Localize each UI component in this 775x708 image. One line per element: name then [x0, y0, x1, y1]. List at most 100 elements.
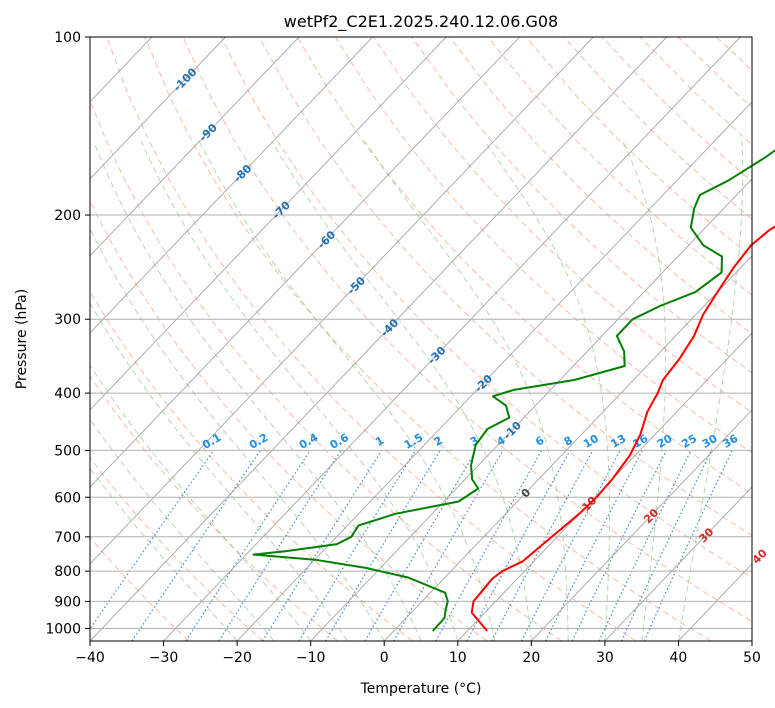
x-tick-label: 50 — [743, 650, 761, 666]
y-tick-label: 400 — [54, 386, 81, 402]
mixing-ratio-line — [131, 450, 261, 641]
dry-adiabat-line — [411, 37, 752, 374]
mixing-ratio-line — [466, 450, 571, 641]
isotherm-label: -100 — [171, 65, 200, 94]
x-axis-label: Temperature (°C) — [360, 681, 482, 697]
isotherm-label: 40 — [750, 546, 770, 566]
dry-adiabat-line — [334, 37, 752, 454]
x-tick-label: −10 — [296, 650, 326, 666]
mixing-ratio-line — [571, 450, 667, 641]
y-axis-label: Pressure (hPa) — [14, 289, 30, 389]
x-tick-label: −30 — [149, 650, 179, 666]
isotherm-line — [457, 332, 752, 641]
dry-adiabat-line — [220, 37, 752, 579]
chart-title: wetPf2_C2E1.2025.240.12.06.G08 — [284, 12, 558, 32]
isotherm-line — [90, 37, 447, 411]
isotherm-line — [383, 255, 752, 641]
temperature-profile-line — [470, 225, 775, 632]
mixing-ratio-label: 36 — [721, 432, 741, 451]
y-tick-label: 1000 — [45, 621, 81, 637]
y-tick-label: 900 — [54, 594, 81, 610]
isotherm-line — [90, 37, 521, 488]
isotherm-line — [236, 101, 752, 641]
gridlines — [90, 36, 752, 629]
mixing-ratio-label: 30 — [700, 432, 720, 451]
y-tick-label: 800 — [54, 564, 81, 580]
dry-adiabat-line — [106, 37, 637, 641]
mixing-ratio-label: 10 — [581, 432, 601, 451]
dry-adiabat-line — [296, 37, 752, 495]
x-tick-label: 20 — [522, 650, 540, 666]
mixing-ratio-line — [435, 450, 543, 641]
mixing-ratio-line — [218, 450, 342, 641]
y-tick-label: 200 — [54, 208, 81, 224]
dry-adiabat-line — [449, 37, 752, 335]
dry-adiabat-line — [487, 37, 752, 296]
y-tick-label: 100 — [54, 30, 81, 46]
moist-adiabat-line — [93, 141, 422, 641]
mixing-ratio-label: 6 — [533, 434, 546, 449]
dry-adiabat-line — [90, 456, 264, 641]
dry-adiabat-line — [90, 99, 562, 641]
x-tick-label: 40 — [670, 650, 688, 666]
mixing-ratio-label: 25 — [679, 432, 699, 451]
moist-adiabat-line — [271, 140, 532, 641]
dry-adiabat-line — [373, 37, 752, 414]
isotherm-line — [604, 486, 752, 641]
mixing-ratio-label: 20 — [655, 432, 675, 451]
moist-adiabat-line — [677, 141, 744, 641]
isotherm-line — [90, 37, 668, 641]
dry-adiabat-line — [601, 37, 752, 183]
isotherm-line — [90, 37, 373, 334]
x-tick-label: 10 — [449, 650, 467, 666]
moist-adiabat-line — [483, 140, 611, 641]
mixing-ratio-line — [90, 450, 215, 631]
dewpoint-profile-line — [252, 149, 775, 632]
mixing-ratio-line — [325, 450, 441, 641]
mixing-ratio-line — [298, 450, 416, 641]
isotherm-line — [310, 178, 752, 641]
mixing-ratio-label: 1.5 — [402, 431, 425, 452]
x-tick-label: 0 — [380, 650, 389, 666]
mixing-ratio-line — [520, 450, 621, 641]
x-axis-ticks: −40 −30 −20 −10 0 10 20 30 40 50 — [75, 641, 761, 666]
isotherm-line — [90, 37, 226, 180]
x-tick-label: 30 — [596, 650, 614, 666]
dry-adiabat-line — [144, 37, 712, 641]
isotherm-line — [0, 37, 78, 641]
iso-labels: -100-90-80-70-60-50-40-30-20-10010203040… — [171, 65, 770, 566]
mixing-ratio-label: 0.4 — [297, 431, 321, 452]
x-tick-label: −20 — [222, 650, 252, 666]
y-tick-label: 500 — [54, 443, 81, 459]
y-tick-label: 700 — [54, 530, 81, 546]
isotherm-line — [90, 37, 594, 565]
mixing-ratio-line — [621, 450, 713, 641]
plot-frame — [89, 36, 753, 642]
dry-adiabat-line — [563, 37, 752, 220]
moist-adiabat-line — [364, 140, 569, 641]
dry-adiabat-line — [639, 37, 752, 146]
series-group — [252, 149, 775, 632]
y-tick-label: 600 — [54, 490, 81, 506]
mixing-ratio-line — [643, 450, 733, 641]
mixing-ratio-line — [491, 450, 594, 641]
moist-adiabat-line — [140, 140, 459, 641]
isotherm-line — [163, 37, 741, 641]
mixing-ratio-label: 8 — [562, 434, 575, 449]
moist-adiabat-line — [90, 227, 385, 641]
mixing-ratio-line — [545, 450, 643, 641]
moist-adiabat-line — [90, 364, 312, 641]
isotherm-line — [530, 409, 752, 641]
mixing-ratio-label: 1 — [373, 434, 386, 449]
mixing-ratio-line — [364, 450, 477, 641]
y-axis-ticks: 100 200 300 400 500 600 700 800 900 1000 — [45, 30, 90, 637]
dry-adiabat-line — [182, 37, 752, 622]
y-tick-label: 300 — [54, 312, 81, 328]
mixing-ratio-line — [185, 450, 311, 641]
moist-adiabat-line — [90, 418, 275, 641]
isotherm-line — [90, 37, 300, 257]
mixing-ratio-line — [598, 450, 692, 641]
dry-adiabat-line — [525, 37, 752, 258]
dry-adiabat-line — [90, 199, 488, 641]
